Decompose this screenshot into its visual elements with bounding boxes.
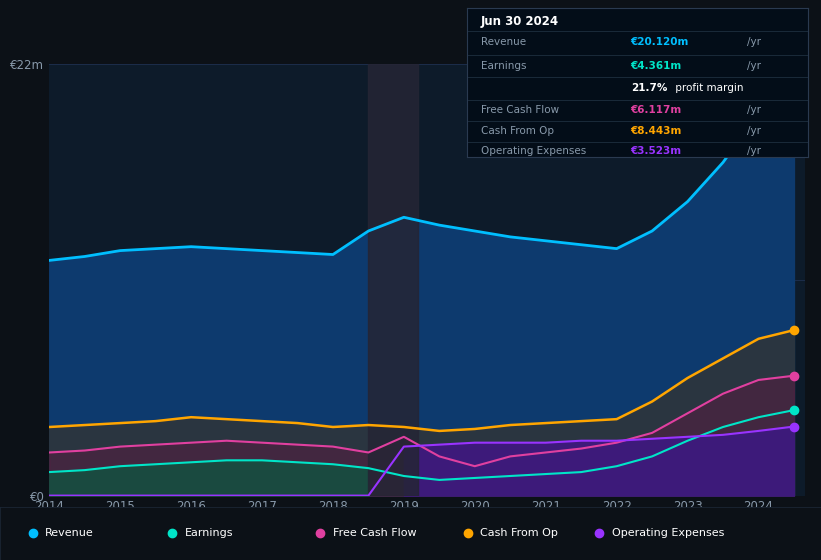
Text: Free Cash Flow: Free Cash Flow (333, 529, 416, 538)
Text: Earnings: Earnings (185, 529, 233, 538)
Text: Revenue: Revenue (45, 529, 94, 538)
Text: profit margin: profit margin (672, 83, 743, 93)
Text: Jun 30 2024: Jun 30 2024 (481, 15, 559, 28)
Text: €3.523m: €3.523m (631, 146, 681, 156)
Text: Cash From Op: Cash From Op (480, 529, 558, 538)
Text: 21.7%: 21.7% (631, 83, 667, 93)
Text: €4.361m: €4.361m (631, 60, 682, 71)
Text: /yr: /yr (746, 37, 760, 47)
Text: Operating Expenses: Operating Expenses (481, 146, 586, 156)
Text: /yr: /yr (746, 146, 760, 156)
Text: Free Cash Flow: Free Cash Flow (481, 105, 559, 115)
Text: Earnings: Earnings (481, 60, 526, 71)
Text: /yr: /yr (746, 105, 760, 115)
Text: €8.443m: €8.443m (631, 126, 682, 136)
Text: €20.120m: €20.120m (631, 37, 689, 47)
Text: €6.117m: €6.117m (631, 105, 682, 115)
Text: Operating Expenses: Operating Expenses (612, 529, 724, 538)
Text: Cash From Op: Cash From Op (481, 126, 554, 136)
Text: Revenue: Revenue (481, 37, 526, 47)
Text: /yr: /yr (746, 126, 760, 136)
Text: /yr: /yr (746, 60, 760, 71)
Bar (369, 64, 418, 496)
